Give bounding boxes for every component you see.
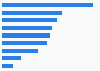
- Bar: [2, 41, 47, 45]
- Bar: [2, 49, 38, 53]
- Bar: [2, 56, 21, 60]
- Bar: [2, 26, 52, 30]
- Bar: [2, 33, 50, 38]
- Bar: [2, 18, 57, 22]
- Bar: [2, 3, 93, 7]
- Bar: [2, 11, 62, 15]
- Bar: [2, 64, 13, 68]
